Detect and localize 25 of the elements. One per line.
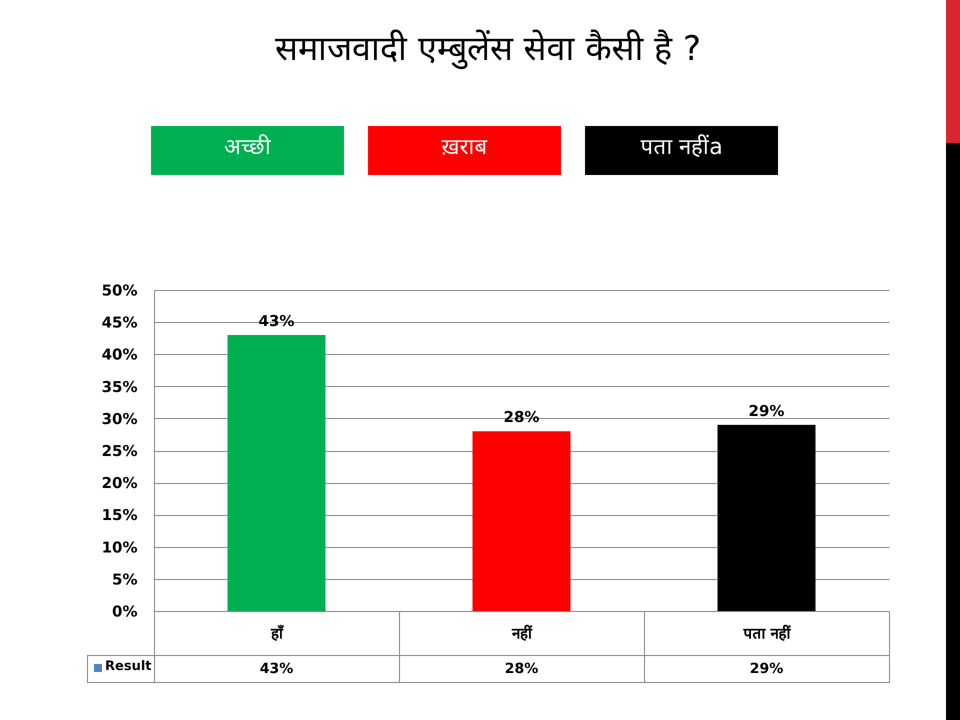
y-tick-label: 50% (102, 282, 138, 300)
x-tick-label: पता नहीं (742, 624, 792, 642)
bar (472, 431, 570, 611)
y-tick-label: 35% (102, 378, 138, 396)
bar (718, 424, 816, 611)
y-tick-label: 0% (112, 602, 138, 620)
y-tick-label: 15% (102, 506, 138, 524)
text: 43% (258, 312, 294, 330)
y-tick-label: 5% (112, 570, 138, 588)
text: 43% (260, 661, 294, 677)
y-tick-label: 30% (102, 410, 138, 428)
x-tick-label: नहीं (511, 624, 533, 642)
bar (228, 334, 326, 611)
y-tick-label: 40% (102, 346, 138, 364)
y-tick-label: 25% (102, 442, 138, 460)
text: 29% (750, 661, 784, 677)
text: 28% (504, 661, 538, 677)
text: Result (105, 659, 152, 674)
y-tick-label: 20% (102, 474, 138, 492)
text: 28% (504, 408, 540, 426)
y-tick-label: 10% (102, 538, 138, 556)
text: 29% (748, 402, 784, 420)
chart-title: समाजवादी एम्बुलेंस सेवा कैसी है ? (274, 28, 702, 70)
y-tick-label: 45% (102, 314, 138, 332)
x-tick-label: हाँ (270, 624, 285, 642)
